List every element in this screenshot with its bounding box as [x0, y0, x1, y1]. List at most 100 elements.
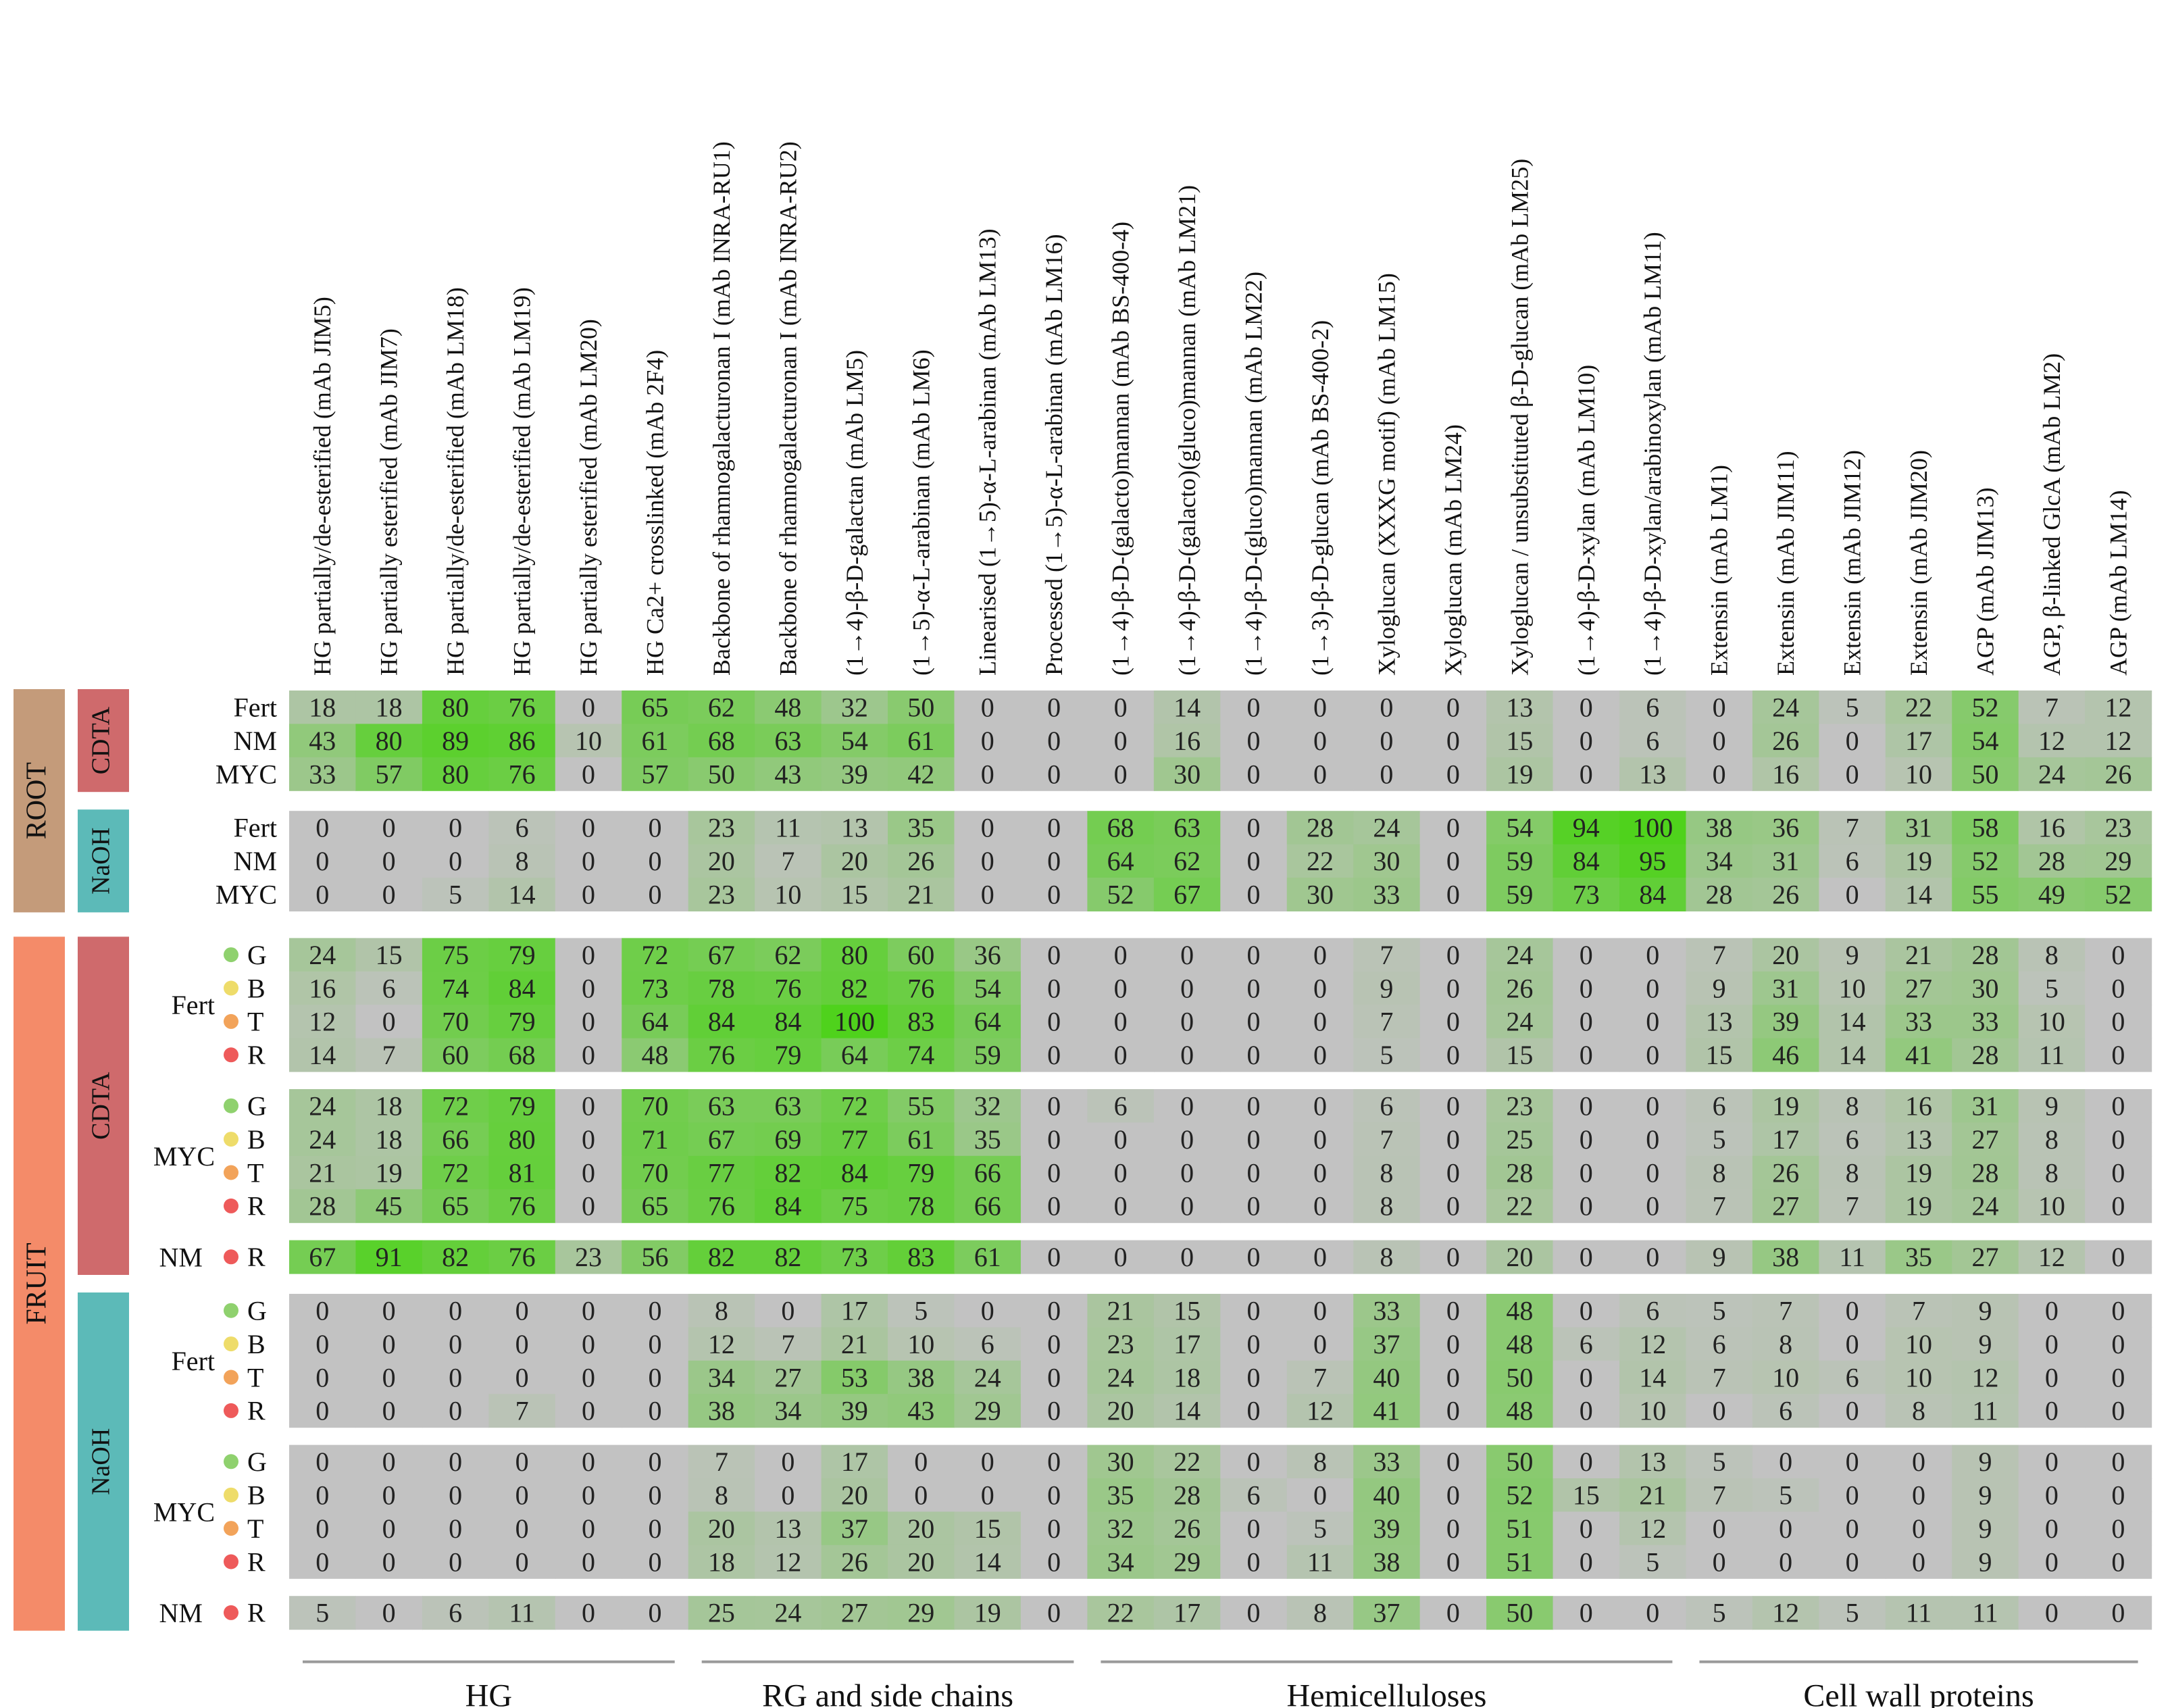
cell-value-label: 29 — [974, 1396, 1001, 1426]
row-label: T — [247, 1007, 263, 1037]
heatmap-cell — [755, 844, 822, 878]
heatmap-cell — [688, 1122, 755, 1157]
heatmap-cell — [688, 1155, 755, 1190]
heatmap-cell — [355, 1478, 423, 1512]
heatmap-cell — [289, 1596, 357, 1630]
cell-value-label: 13 — [1706, 1007, 1733, 1037]
cell-value-label: 7 — [1713, 1362, 1726, 1392]
cell-value-label: 100 — [834, 1007, 875, 1037]
cell-value-label: 60 — [442, 1040, 469, 1070]
heatmap-cell — [2018, 1005, 2086, 1039]
heatmap-cell — [1286, 757, 1354, 791]
cell-value-label: 10 — [2038, 1007, 2065, 1037]
column-header: Processed (1→5)-α-L-arabinan (mAb LM16) — [1040, 234, 1067, 676]
row-label: T — [247, 1513, 263, 1544]
heatmap-cell — [1752, 878, 1819, 911]
heatmap-cell — [1419, 757, 1487, 791]
cell-value-label: 24 — [309, 1124, 336, 1155]
heatmap-cell — [422, 1089, 489, 1123]
heatmap-cell — [1686, 1544, 1753, 1579]
heatmap-cell — [1952, 971, 2019, 1005]
cell-value-label: 17 — [1905, 726, 1932, 756]
heatmap-cell — [1286, 1189, 1354, 1224]
heatmap-cell — [2085, 1478, 2152, 1512]
heatmap-cell — [488, 878, 556, 911]
cell-value-label: 0 — [582, 973, 595, 1003]
cell-value-label: 24 — [309, 940, 336, 970]
heatmap-cell — [622, 1511, 689, 1546]
heatmap-cell — [1885, 844, 1952, 878]
cell-value-label: 0 — [1646, 1598, 1659, 1628]
heatmap-cell — [1752, 1155, 1819, 1190]
cell-value-label: 26 — [1772, 1157, 1799, 1188]
treatment-label: Fert — [172, 1346, 215, 1376]
heatmap-cell — [2085, 844, 2152, 878]
cell-value-label: 12 — [2104, 726, 2131, 756]
cell-value-label: 20 — [1772, 940, 1799, 970]
cell-value-label: 30 — [1373, 846, 1400, 876]
cell-value-label: 0 — [1114, 940, 1128, 970]
heatmap-cell — [1353, 1445, 1421, 1479]
cell-value-label: 0 — [648, 1296, 661, 1326]
heatmap-cell — [2018, 690, 2086, 724]
heatmap-cell — [355, 1038, 423, 1072]
cell-value-label: 82 — [442, 1242, 469, 1272]
heatmap-cell — [688, 1240, 755, 1274]
heatmap-cell — [488, 1478, 556, 1512]
heatmap-cell — [1819, 690, 1886, 724]
cell-value-label: 77 — [708, 1157, 735, 1188]
heatmap-cell — [355, 1544, 423, 1579]
cell-value-label: 68 — [708, 726, 735, 756]
heatmap-cell — [1087, 1445, 1155, 1479]
cell-value-label: 18 — [376, 1124, 403, 1155]
heatmap-cell — [422, 938, 489, 972]
cell-value-label: 0 — [1713, 1513, 1726, 1544]
cell-value-label: 26 — [1772, 726, 1799, 756]
extraction-label: CDTA — [87, 706, 116, 774]
cell-value-label: 20 — [708, 1513, 735, 1544]
cell-value-label: 27 — [1905, 973, 1932, 1003]
cell-value-label: 82 — [774, 1242, 801, 1272]
heatmap-cell — [954, 1360, 1021, 1395]
heatmap-cell — [1619, 878, 1687, 911]
cell-value-label: 0 — [1047, 1091, 1061, 1122]
cell-value-label: 20 — [907, 1547, 934, 1577]
heatmap-cell — [1486, 1596, 1554, 1630]
cell-value-label: 15 — [1506, 726, 1533, 756]
heatmap-cell — [1419, 878, 1487, 911]
heatmap-cell — [954, 1445, 1021, 1479]
column-group-label: RG and side chains — [762, 1678, 1013, 1708]
cell-value-label: 0 — [648, 1362, 661, 1392]
cell-value-label: 7 — [1713, 1191, 1726, 1222]
heatmap-cell — [1020, 1189, 1088, 1224]
cell-value-label: 0 — [648, 846, 661, 876]
heatmap-cell — [1153, 1478, 1221, 1512]
cell-value-label: 0 — [781, 1296, 794, 1326]
cell-value-label: 52 — [1971, 693, 1998, 723]
cell-value-label: 0 — [914, 1480, 928, 1511]
cell-value-label: 76 — [708, 1040, 735, 1070]
cell-value-label: 0 — [1446, 759, 1460, 789]
cell-value-label: 33 — [1905, 1007, 1932, 1037]
heatmap-cell — [954, 757, 1021, 791]
heatmap-cell — [488, 938, 556, 972]
heatmap-cell — [2085, 878, 2152, 911]
row-label: R — [247, 1040, 266, 1070]
heatmap-cell — [355, 1511, 423, 1546]
heatmap-cell — [1952, 690, 2019, 724]
heatmap-cell — [1220, 1544, 1288, 1579]
cell-value-label: 5 — [1646, 1547, 1659, 1577]
cell-value-label: 16 — [1174, 726, 1201, 756]
heatmap-cell — [888, 1445, 955, 1479]
cell-value-label: 8 — [2045, 1157, 2059, 1188]
heatmap-cell — [1752, 724, 1819, 758]
heatmap-cell — [821, 811, 888, 845]
heatmap-cell — [1220, 724, 1288, 758]
cell-value-label: 0 — [1047, 1040, 1061, 1070]
cell-value-label: 80 — [442, 693, 469, 723]
heatmap-cell — [688, 1294, 755, 1328]
heatmap-cell — [1619, 1511, 1687, 1546]
cell-value-label: 0 — [1580, 940, 1593, 970]
cell-value-label: 7 — [1846, 813, 1859, 843]
heatmap-cell — [1286, 1445, 1354, 1479]
